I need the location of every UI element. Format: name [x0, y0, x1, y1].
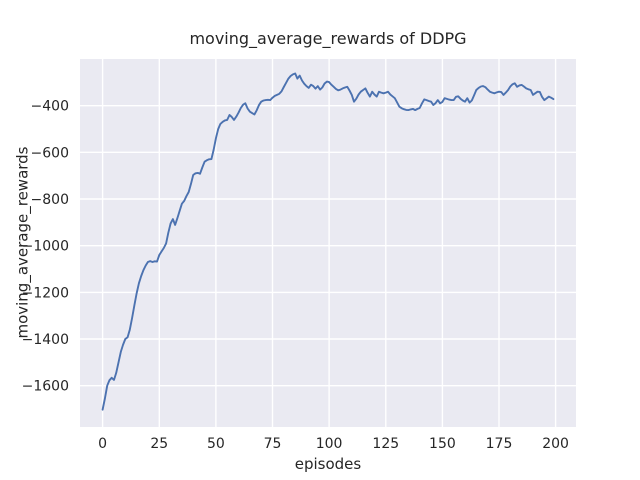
plot-background — [80, 59, 576, 427]
x-tick-label: 75 — [264, 436, 282, 452]
x-tick-label: 25 — [150, 436, 168, 452]
y-tick-label: −800 — [31, 192, 69, 208]
x-tick-label: 100 — [316, 436, 343, 452]
x-axis-label: episodes — [294, 455, 362, 473]
x-tick-label: 0 — [98, 436, 107, 452]
chart-title: moving_average_rewards of DDPG — [189, 29, 467, 48]
y-tick-label: −600 — [31, 145, 69, 161]
y-tick-label: −1000 — [22, 239, 69, 255]
x-tick-label: 125 — [372, 436, 399, 452]
y-tick-label: −1400 — [22, 332, 69, 348]
y-axis-label: moving_average_rewards — [13, 146, 32, 339]
x-tick-label: 175 — [486, 436, 513, 452]
y-tick-label: −400 — [31, 99, 69, 115]
x-tick-label: 200 — [542, 436, 569, 452]
x-tick-label: 150 — [429, 436, 456, 452]
y-tick-label: −1200 — [22, 285, 69, 301]
x-tick-label: 50 — [207, 436, 225, 452]
reward-line — [101, 72, 555, 411]
y-tick-label: −1600 — [22, 379, 69, 395]
